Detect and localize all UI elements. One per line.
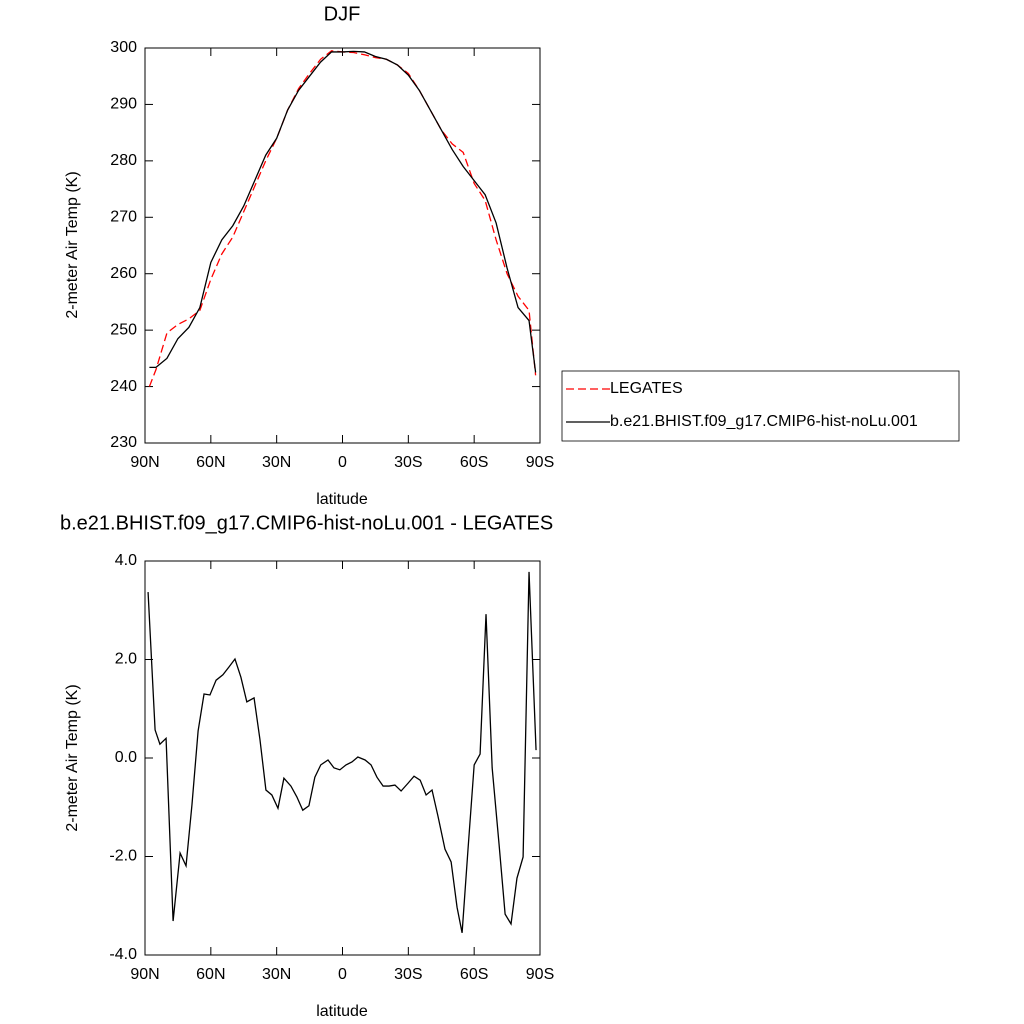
x-tick-label: 90S [526,966,554,983]
x-tick-label: 30N [262,966,291,983]
x-tick-label: 30S [394,454,422,471]
y-tick-label: -2.0 [109,848,137,865]
y-tick-label: 290 [110,96,137,113]
x-tick-label: 30S [394,966,422,983]
y-tick-label: 0.0 [115,749,137,766]
y-tick-label: -4.0 [109,946,137,963]
y-tick-label: 240 [110,378,137,395]
x-tick-label: 0 [338,454,347,471]
y-axis-label: 2-meter Air Temp (K) [64,684,81,831]
plot-frame [144,560,541,956]
x-tick-label: 30N [262,454,291,471]
y-tick-label: 270 [110,209,137,226]
y-tick-label: 4.0 [115,552,137,569]
x-tick-label: 90S [526,454,554,471]
data-line [148,50,537,387]
data-line [147,571,537,933]
y-tick-label: 2.0 [115,651,137,668]
x-axis-label: latitude [316,491,368,508]
x-axis-label: latitude [316,1003,368,1020]
x-tick-label: 60N [196,454,225,471]
y-axis-label: 2-meter Air Temp (K) [64,171,81,318]
y-tick-label: 260 [110,265,137,282]
x-tick-label: 60S [460,966,488,983]
chart-title: DJF [324,3,361,25]
data-line [149,50,537,373]
legend-box [561,370,960,442]
legend-label: LEGATES [610,380,683,397]
x-tick-label: 0 [338,966,347,983]
plot-frame [144,47,541,444]
y-tick-label: 230 [110,434,137,451]
y-tick-label: 300 [110,39,137,56]
legend-label: b.e21.BHIST.f09_g17.CMIP6-hist-noLu.001 [610,413,918,430]
x-tick-label: 60S [460,454,488,471]
x-tick-label: 60N [196,966,225,983]
chart-title: b.e21.BHIST.f09_g17.CMIP6-hist-noLu.001 … [60,512,553,534]
y-tick-label: 280 [110,152,137,169]
y-tick-label: 250 [110,321,137,338]
x-tick-label: 90N [130,966,159,983]
x-tick-label: 90N [130,454,159,471]
